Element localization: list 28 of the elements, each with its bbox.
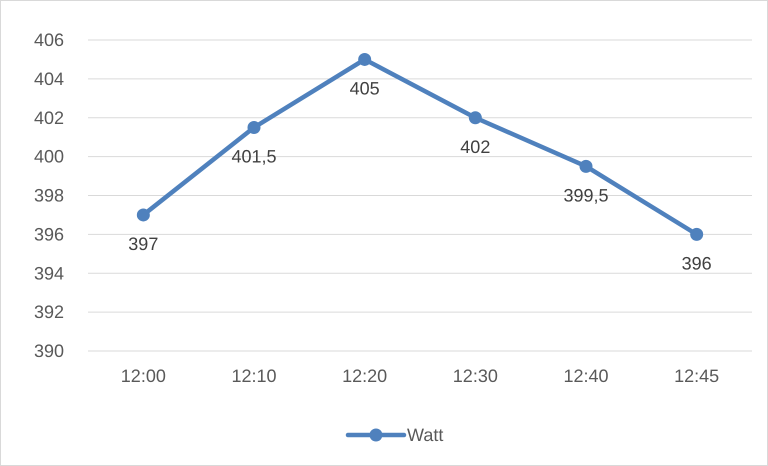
data-label: 405 bbox=[350, 78, 380, 98]
y-tick-label: 400 bbox=[34, 146, 64, 167]
data-label: 397 bbox=[128, 234, 158, 254]
y-tick-label: 390 bbox=[34, 341, 64, 361]
point bbox=[136, 208, 150, 222]
y-tick-label: 398 bbox=[34, 186, 64, 206]
x-tick-label: 12:45 bbox=[674, 366, 720, 386]
y-tick-label: 404 bbox=[34, 68, 64, 89]
point bbox=[580, 160, 592, 173]
point bbox=[248, 120, 260, 134]
x-tick-label: 12:40 bbox=[563, 366, 609, 386]
y-tick-label: 396 bbox=[34, 224, 64, 244]
x-tick-label: 12:00 bbox=[120, 366, 166, 386]
data-label: 401,5 bbox=[231, 146, 277, 166]
point bbox=[690, 228, 704, 241]
data-label: 402 bbox=[460, 136, 490, 157]
x-tick-label: 12:10 bbox=[231, 366, 277, 386]
x-tick-label: 12:30 bbox=[452, 366, 498, 386]
legend-label: Watt bbox=[407, 425, 444, 445]
data-label: 399,5 bbox=[563, 185, 609, 206]
x-tick-label: 12:20 bbox=[342, 366, 388, 386]
point bbox=[358, 52, 372, 66]
y-tick-label: 394 bbox=[34, 263, 64, 284]
y-tick-label: 402 bbox=[34, 108, 64, 128]
data-label: 396 bbox=[682, 253, 712, 274]
y-tick-label: 406 bbox=[34, 30, 64, 50]
y-tick-label: 392 bbox=[34, 302, 64, 322]
point bbox=[468, 111, 482, 124]
